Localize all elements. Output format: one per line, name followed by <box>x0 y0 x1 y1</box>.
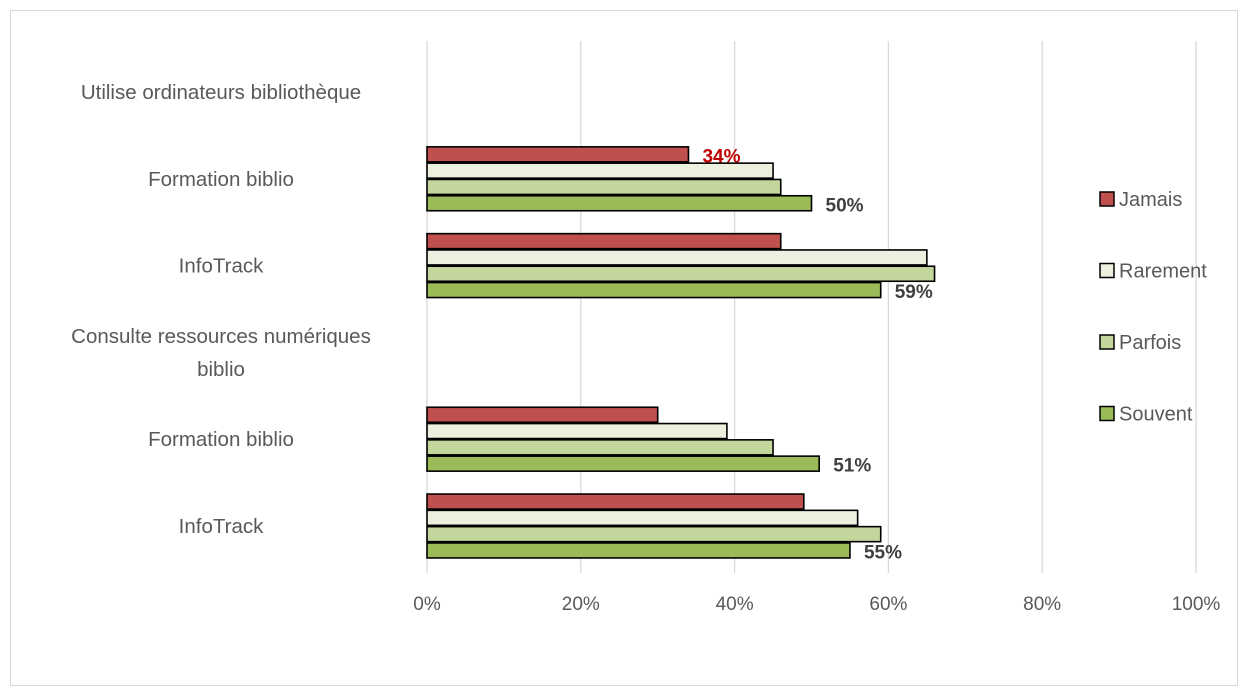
data-labels: 34% 50% 59% 51% 55% <box>702 146 932 563</box>
data-label: 50% <box>826 195 864 216</box>
x-tick-label: 20% <box>562 594 600 615</box>
x-tick-label: 80% <box>1023 594 1061 615</box>
bar-rarement <box>426 162 774 179</box>
chart-frame: Utilise ordinateurs bibliothèque Formatio… <box>10 10 1238 686</box>
bar-souvent <box>426 194 813 212</box>
data-label: 34% <box>702 146 740 167</box>
legend-label: Rarement <box>1119 261 1207 283</box>
category-label: Utilise ordinateurs bibliothèque <box>81 81 361 104</box>
category-label: InfoTrack <box>179 515 264 538</box>
bar-parfois <box>426 178 782 196</box>
legend-swatch-jamais <box>1099 191 1115 207</box>
bar-souvent <box>426 455 820 472</box>
chart: Utilise ordinateurs bibliothèque Formatio… <box>71 41 1220 615</box>
data-label: 59% <box>895 282 933 303</box>
legend-swatch-souvent <box>1099 405 1115 422</box>
bar-souvent <box>426 281 882 299</box>
bar-parfois <box>426 525 882 543</box>
x-tick-label: 40% <box>716 594 754 615</box>
x-tick-label: 0% <box>413 594 441 615</box>
legend-label: Parfois <box>1119 332 1181 354</box>
data-label: 51% <box>833 456 871 477</box>
bar-jamais <box>426 232 782 250</box>
bar-jamais <box>426 406 659 424</box>
x-tick-label: 60% <box>869 594 907 615</box>
category-label: Formation biblio <box>148 168 294 191</box>
gridlines <box>426 41 1197 573</box>
bar-jamais <box>426 146 690 163</box>
legend-swatch-rarement <box>1099 262 1115 279</box>
bar-parfois <box>426 439 774 456</box>
bar-jamais <box>426 493 805 510</box>
bar-rarement <box>426 422 728 440</box>
data-label: 55% <box>864 542 902 563</box>
tick-labels: 0% 20% 40% 60% 80% 100% <box>413 594 1220 615</box>
category-label: InfoTrack <box>179 255 264 278</box>
legend-swatch-parfois <box>1099 334 1115 350</box>
legend-label: Souvent <box>1119 404 1193 426</box>
legend-label: Jamais <box>1119 189 1182 211</box>
category-label: Formation biblio <box>148 428 294 451</box>
legend: Jamais Rarement Parfois Souvent <box>1099 189 1207 426</box>
category-label: Consulte ressources numériques <box>71 325 371 348</box>
category-label: biblio <box>197 358 245 381</box>
x-tick-label: 100% <box>1172 594 1221 615</box>
bar-souvent <box>426 542 851 559</box>
bar-rarement <box>426 249 928 266</box>
bar-rarement <box>426 509 859 527</box>
bar-parfois <box>426 265 936 283</box>
category-labels: Utilise ordinateurs bibliothèque Formatio… <box>71 81 371 538</box>
bars <box>426 146 936 559</box>
